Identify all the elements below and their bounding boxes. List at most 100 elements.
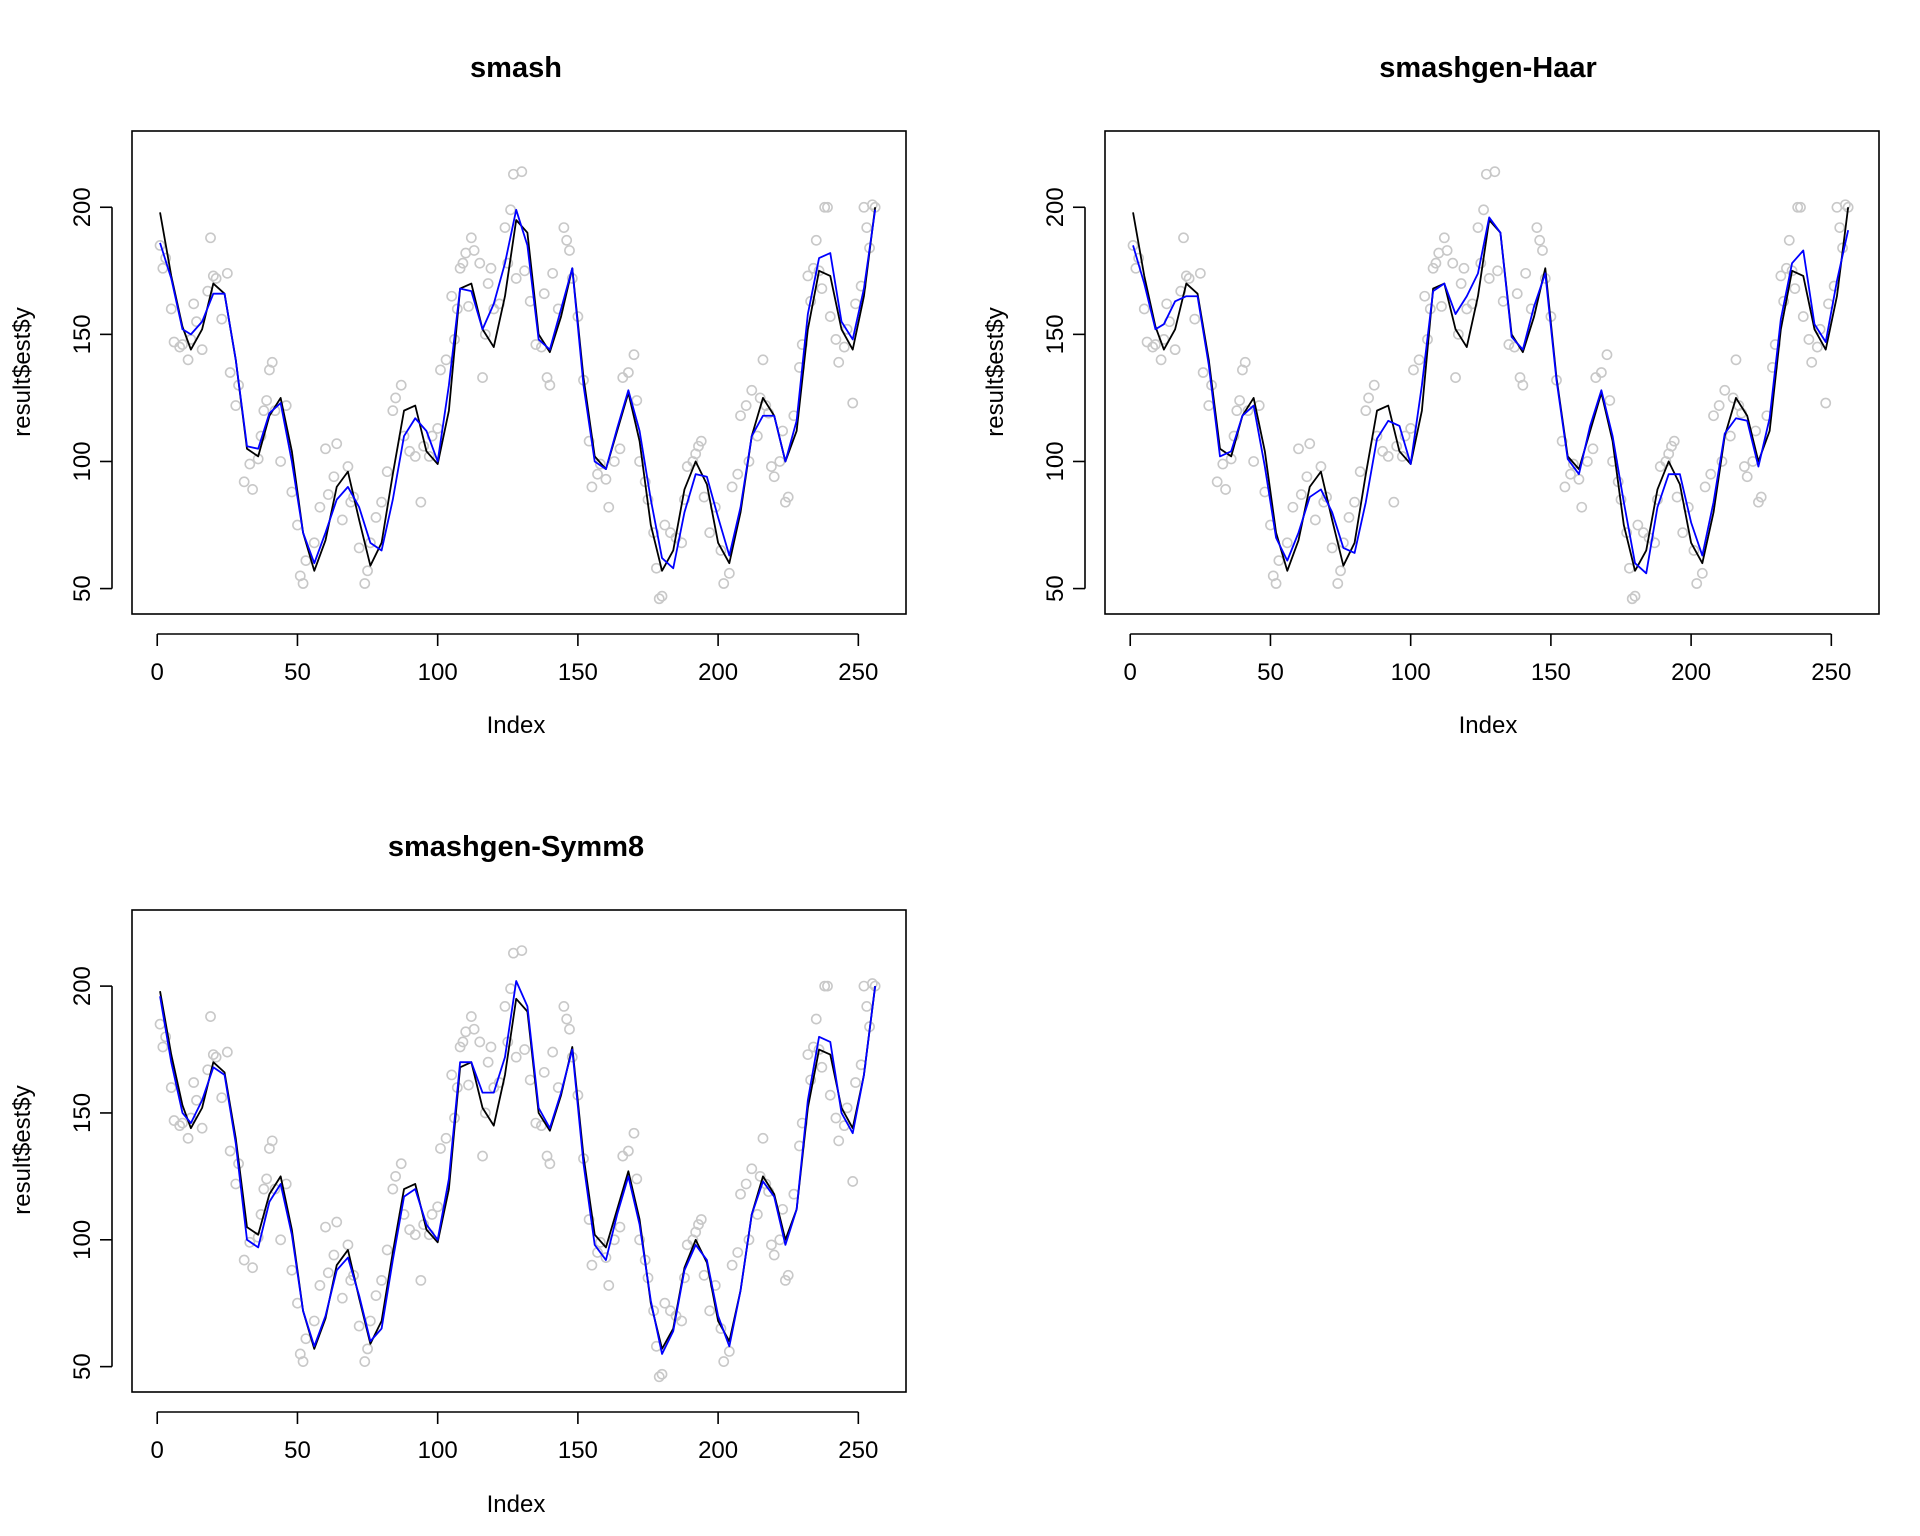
y-tick-label: 150: [69, 314, 96, 354]
true-mean-line: [159, 207, 877, 572]
data-point: [830, 334, 842, 345]
data-point: [364, 537, 376, 549]
estimate-line: [1132, 216, 1850, 575]
data-point: [404, 1224, 416, 1236]
data-point: [1450, 372, 1461, 383]
data-point: [808, 262, 819, 274]
data-point: [205, 1011, 216, 1022]
data-point: [415, 1274, 427, 1286]
y-tick-label: 50: [69, 575, 96, 602]
x-tick-label: 200: [1671, 659, 1711, 686]
data-point: [415, 496, 427, 508]
data-point: [1537, 245, 1548, 256]
data-point: [1315, 461, 1327, 472]
data-point: [482, 1056, 494, 1068]
data-point: [1396, 450, 1408, 462]
data-point: [1335, 565, 1346, 577]
data-point: [1691, 578, 1703, 589]
data-point: [238, 476, 250, 488]
data-point: [1492, 265, 1504, 277]
data-point: [810, 1013, 822, 1025]
data-point: [1150, 339, 1161, 350]
data-point: [196, 1122, 208, 1134]
data-point: [1239, 356, 1251, 368]
data-point: [1820, 397, 1832, 409]
true-mean-line: [1132, 207, 1850, 572]
data-point: [676, 537, 688, 549]
data-point: [1452, 328, 1464, 340]
data-point: [1834, 222, 1846, 233]
data-point: [538, 288, 550, 300]
data-point: [1273, 555, 1285, 567]
data-point: [1503, 339, 1515, 350]
data-point: [230, 400, 242, 411]
data-point: [1301, 471, 1313, 483]
estimate-line: [159, 980, 877, 1355]
data-point: [479, 1107, 491, 1119]
data-point: [830, 1112, 842, 1124]
data-point: [622, 1145, 634, 1157]
data-point: [207, 270, 219, 282]
data-point: [665, 1305, 676, 1317]
data-point: [1699, 481, 1711, 493]
y-tick-label: 50: [69, 1353, 96, 1380]
data-point: [362, 565, 373, 577]
data-point: [592, 468, 603, 480]
data-point: [174, 1120, 186, 1132]
data-point: [258, 405, 270, 417]
data-point: [308, 537, 320, 549]
data-point: [359, 1356, 371, 1367]
data-point: [479, 328, 491, 340]
data-point: [1565, 468, 1576, 480]
data-point: [188, 1077, 200, 1088]
data-point: [530, 339, 542, 350]
x-tick-label: 0: [151, 1437, 164, 1464]
panel-smashgen-haar: smashgen-Haar Index result$est$y 0 50 100 1…: [982, 52, 1880, 739]
data-point: [656, 590, 668, 602]
data-point: [1677, 527, 1689, 539]
data-point: [1724, 430, 1736, 442]
data-point: [1203, 400, 1215, 411]
data-point: [230, 1178, 242, 1190]
data-point: [1472, 222, 1484, 233]
x-tick-label: 50: [284, 1437, 311, 1464]
data-point: [530, 1117, 542, 1129]
data-point: [1349, 496, 1360, 508]
data-point: [182, 354, 194, 366]
data-point: [370, 512, 382, 523]
x-tick-label: 200: [698, 1437, 738, 1464]
data-point: [1783, 234, 1795, 246]
panel-smashgen-symm8: smashgen-Symm8 Index result$est$y 0 50 100…: [9, 831, 907, 1518]
data-point: [221, 1046, 233, 1058]
data-point: [600, 1252, 612, 1263]
data-point: [207, 1049, 219, 1060]
data-point: [1668, 435, 1680, 447]
y-tick-label: 200: [69, 966, 96, 1006]
panel-smash: smash Index result$est$y 0 50 100 150 200 250…: [9, 52, 907, 739]
data-point: [440, 1132, 452, 1144]
data-point: [617, 1150, 629, 1162]
data-point: [1730, 354, 1742, 366]
data-point: [1795, 201, 1806, 213]
data-point: [822, 980, 833, 992]
data-point: [174, 341, 186, 353]
x-tick-label: 100: [418, 659, 458, 686]
data-point: [157, 262, 169, 274]
data-point: [221, 267, 233, 279]
data-point: [847, 397, 859, 409]
data-point: [1189, 313, 1201, 325]
data-point: [516, 945, 528, 956]
data-point: [300, 555, 312, 567]
y-tick-label: 150: [1042, 314, 1069, 354]
data-point: [286, 1264, 298, 1276]
data-point: [1719, 384, 1731, 396]
data-point: [586, 481, 598, 493]
data-point: [1180, 270, 1192, 282]
panel-title: smashgen-Symm8: [388, 831, 644, 863]
data-point: [866, 978, 878, 989]
data-point: [381, 1244, 393, 1256]
data-point: [336, 1292, 348, 1304]
data-point: [681, 1239, 693, 1251]
data-point: [847, 1176, 859, 1187]
data-point: [1517, 379, 1529, 391]
